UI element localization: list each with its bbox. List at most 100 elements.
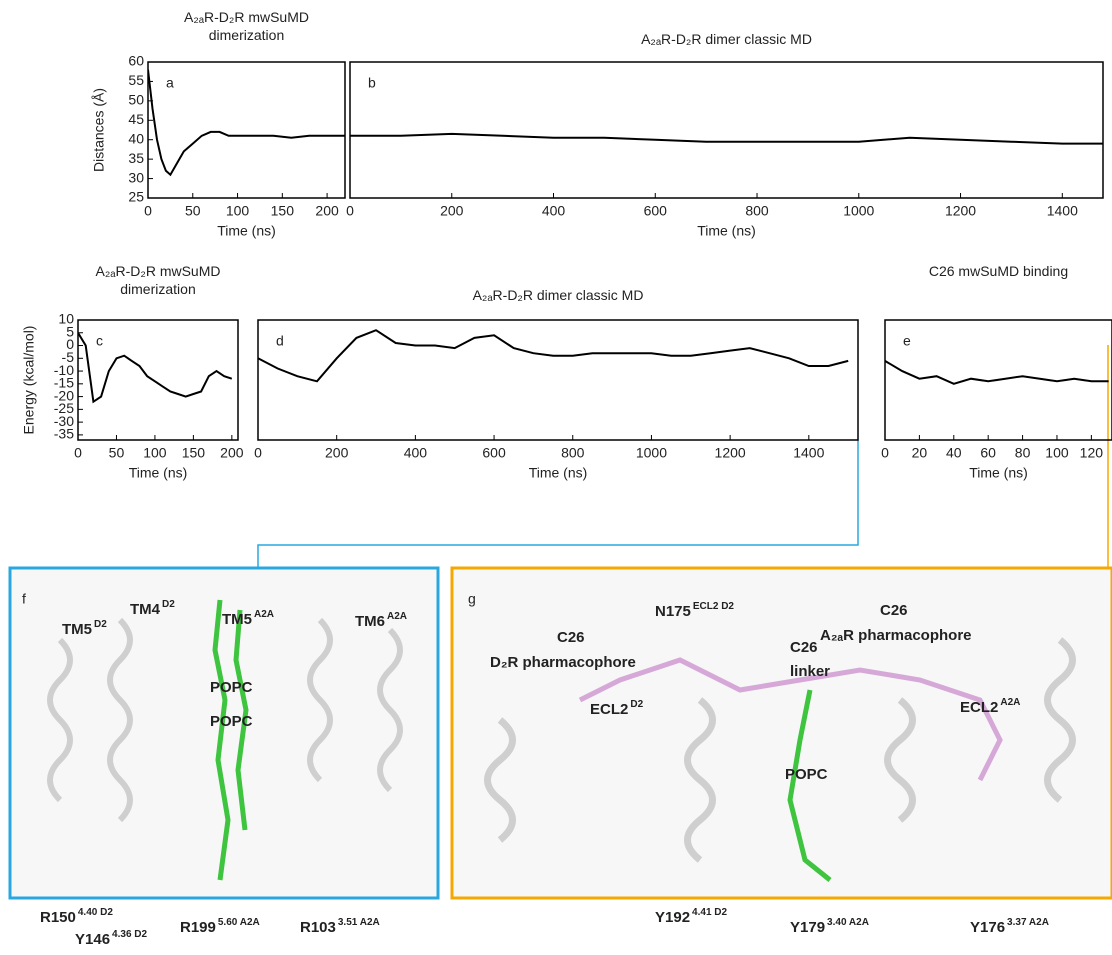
x-axis-label: Time (ns) (969, 465, 1028, 481)
label-sup: A2A (1000, 697, 1020, 708)
structure-label: C26 (880, 602, 908, 619)
x-tick-label: 0 (346, 203, 354, 219)
label-sup: A2A (254, 609, 274, 620)
x-tick-label: 0 (144, 203, 152, 219)
title-box: A₂ₐR-D₂R mwSuMD dimerization (95, 263, 221, 297)
title-box: C26 mwSuMD binding (928, 263, 1069, 279)
y-tick-label: 35 (128, 150, 144, 166)
title-box: A₂ₐR-D₂R mwSuMD dimerization (184, 9, 309, 43)
structure-label: Y179 3.40 A2A (790, 917, 869, 936)
x-tick-label: 80 (1015, 445, 1031, 461)
structure-label: C26 (790, 639, 818, 656)
label-text: R103 (300, 919, 336, 936)
y-tick-label: -20 (54, 387, 74, 403)
title-box: A₂ₐR-D₂R dimer classic MD (473, 287, 644, 303)
line-series (148, 69, 345, 177)
x-tick-label: 1400 (793, 445, 824, 461)
y-tick-label: 25 (128, 189, 144, 205)
label-text: Y146 (75, 931, 110, 948)
y-tick-label: -10 (54, 362, 74, 378)
y-tick-label: -5 (62, 349, 75, 365)
popc-art (212, 599, 231, 881)
y-tick-label: 40 (128, 130, 144, 146)
structure-label: TM5 D2 (62, 619, 107, 638)
label-sup: D2 (630, 699, 643, 710)
label-text: C26 (880, 602, 908, 619)
chart-title: C26 mwSuMD binding (928, 263, 1069, 279)
x-tick-label: 0 (74, 445, 82, 461)
label-text: R150 (40, 909, 76, 926)
structure-label: D₂R pharmacophore (490, 654, 636, 671)
x-tick-label: 1200 (715, 445, 746, 461)
x-axis-label: Time (ns) (529, 465, 588, 481)
structure-label: TM6 A2A (355, 611, 407, 630)
label-sup: D2 (162, 599, 175, 610)
structure-label: Y176 3.37 A2A (970, 917, 1049, 936)
chart-title: A₂ₐR-D₂R mwSuMD dimerization (95, 263, 221, 297)
y-tick-label: 5 (66, 323, 74, 339)
label-text: Y192 (655, 909, 690, 926)
chart-title: A₂ₐR-D₂R mwSuMD dimerization (184, 9, 309, 43)
plot-frame (257, 319, 859, 441)
line-series (258, 329, 849, 383)
x-tick-label: 400 (404, 445, 428, 461)
label-sup: 4.41 D2 (692, 907, 727, 918)
structure-label: POPC (210, 679, 253, 696)
x-tick-label: 1000 (636, 445, 667, 461)
x-tick-label: 0 (254, 445, 262, 461)
structure-label: TM4 D2 (130, 599, 175, 618)
x-tick-label: 100 (226, 203, 250, 219)
label-text: POPC (210, 713, 253, 730)
plot-frame (349, 61, 1104, 199)
helix-art (47, 617, 403, 823)
plot-frame (884, 319, 1112, 441)
x-tick-label: 800 (561, 445, 585, 461)
label-text: N175 (655, 603, 691, 620)
y-tick-label: 10 (58, 311, 74, 327)
structure-label: A₂ₐR pharmacophore (820, 627, 972, 644)
x-tick-label: 150 (271, 203, 295, 219)
y-tick-label: 45 (128, 111, 144, 127)
panel-label: a (166, 75, 174, 91)
y-axis-label: Energy (kcal/mol) (21, 326, 37, 435)
label-text: R199 (180, 919, 216, 936)
line-series (78, 332, 233, 404)
y-tick-label: 55 (128, 72, 144, 88)
x-tick-label: 150 (182, 445, 206, 461)
structure-label: POPC (785, 766, 828, 783)
label-text: TM5 (62, 621, 92, 638)
x-tick-label: 20 (912, 445, 928, 461)
popc-art (787, 689, 832, 882)
x-tick-label: 50 (109, 445, 125, 461)
y-tick-label: -25 (54, 400, 74, 416)
label-text: Y179 (790, 919, 825, 936)
label-text: linker (790, 663, 830, 680)
helix-art (484, 637, 1076, 863)
panel-label: c (96, 333, 103, 349)
structure-label: ECL2 D2 (590, 699, 644, 718)
ligand-art (578, 657, 1003, 782)
x-tick-label: 100 (1045, 445, 1069, 461)
x-tick-label: 120 (1080, 445, 1104, 461)
y-axis-label: Distances (Å) (91, 88, 107, 172)
label-sup: 4.40 D2 (78, 907, 113, 918)
structure-label: R150 4.40 D2 (40, 907, 113, 926)
structure-label: Y146 4.36 D2 (75, 929, 148, 948)
y-tick-label: 60 (128, 53, 144, 69)
structure-label: POPC (210, 713, 253, 730)
label-text: D₂R pharmacophore (490, 654, 636, 671)
x-tick-label: 50 (185, 203, 201, 219)
label-sup: ECL2 D2 (693, 601, 735, 612)
structure-label: TM5 A2A (222, 609, 274, 628)
label-text: ECL2 (590, 701, 628, 718)
title-box: A₂ₐR-D₂R dimer classic MD (641, 31, 812, 47)
panel-g-frame (450, 566, 1112, 900)
label-text: C26 (557, 629, 585, 646)
label-sup: 5.60 A2A (218, 917, 260, 928)
structure-label: R199 5.60 A2A (180, 917, 260, 936)
plot-frame (147, 61, 346, 199)
structure-label: ECL2 A2A (960, 697, 1020, 716)
label-sup: 3.40 A2A (827, 917, 869, 928)
y-tick-label: 30 (128, 169, 144, 185)
